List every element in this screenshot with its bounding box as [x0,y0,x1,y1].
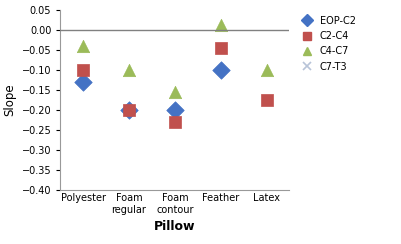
Point [171,174,178,178]
Y-axis label: Slope: Slope [3,84,16,116]
Point [171,90,178,94]
Point [80,68,86,72]
Point [217,146,223,150]
Point [217,23,223,27]
X-axis label: Pillow: Pillow [154,220,195,233]
Point [126,108,132,112]
Point [80,158,86,162]
Point [263,68,269,72]
Point [171,120,178,124]
Point [126,108,132,112]
Point [263,162,269,166]
Point [80,44,86,48]
Legend: EOP-C2, C2-C4, C4-C7, C7-T3: EOP-C2, C2-C4, C4-C7, C7-T3 [296,15,356,73]
Point [263,98,269,102]
Point [126,68,132,72]
Point [171,108,178,112]
Point [80,80,86,84]
Point [126,162,132,166]
Point [217,46,223,50]
Point [217,68,223,72]
